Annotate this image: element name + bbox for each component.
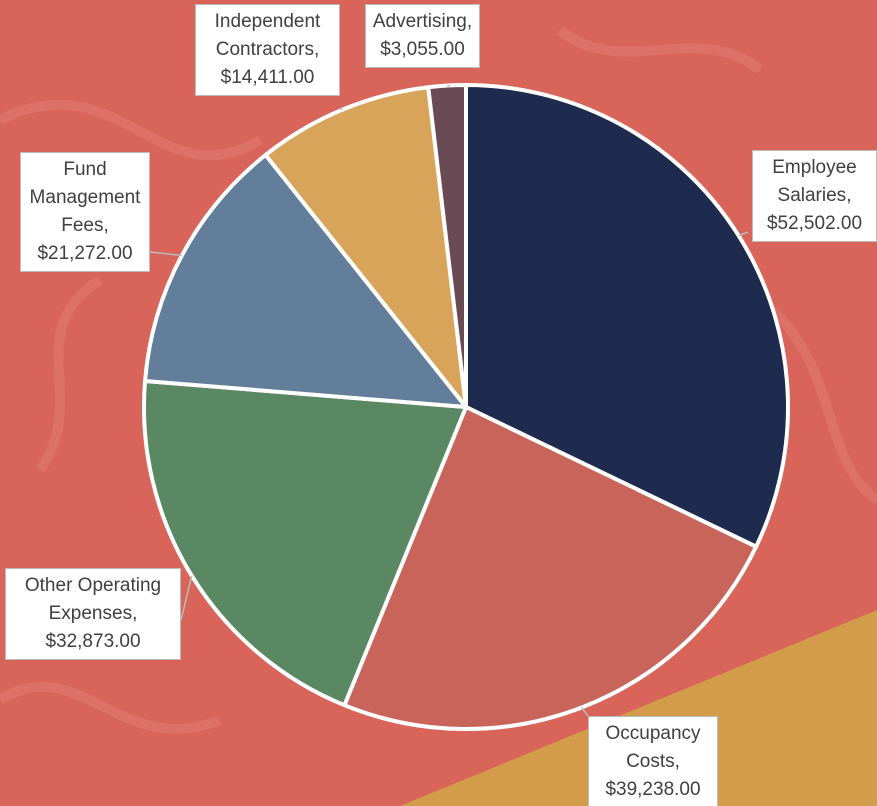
data-label: Fund Management Fees $21,272.00	[20, 152, 150, 272]
pie-slice	[143, 152, 468, 409]
leader-line	[738, 231, 749, 237]
data-label: Independent Contractors $14,411.00	[195, 4, 340, 96]
leader-line	[581, 707, 589, 717]
value-label: $3,055.00	[380, 39, 465, 60]
leader-line	[149, 251, 182, 257]
category-label: Independent Contractors	[215, 11, 321, 60]
leader-line	[339, 107, 343, 111]
leader-line	[180, 575, 193, 621]
category-label: Fund Management Fees	[30, 159, 141, 236]
pie-slice	[426, 83, 468, 409]
category-label: Advertising	[373, 11, 472, 32]
category-label: Occupancy Costs	[605, 723, 700, 772]
data-label: Employee Salaries $52,502.00	[752, 150, 877, 242]
value-label: $21,272.00	[37, 243, 133, 264]
category-label: Other Operating Expenses	[25, 575, 161, 624]
background-accent	[400, 610, 877, 806]
value-label: $52,502.00	[766, 213, 863, 234]
pie-slice	[342, 405, 759, 731]
value-label: $32,873.00	[45, 631, 141, 652]
category-label: Employee Salaries	[772, 157, 857, 206]
data-label: Occupancy Costs $39,238.00	[588, 716, 718, 806]
value-label: $39,238.00	[605, 779, 701, 800]
value-label: $14,411.00	[220, 67, 315, 88]
background-pattern	[0, 26, 877, 734]
data-label: Advertising $3,055.00	[365, 4, 480, 68]
pie-slice	[464, 83, 790, 549]
data-label: Other Operating Expenses $32,873.00	[5, 568, 181, 660]
